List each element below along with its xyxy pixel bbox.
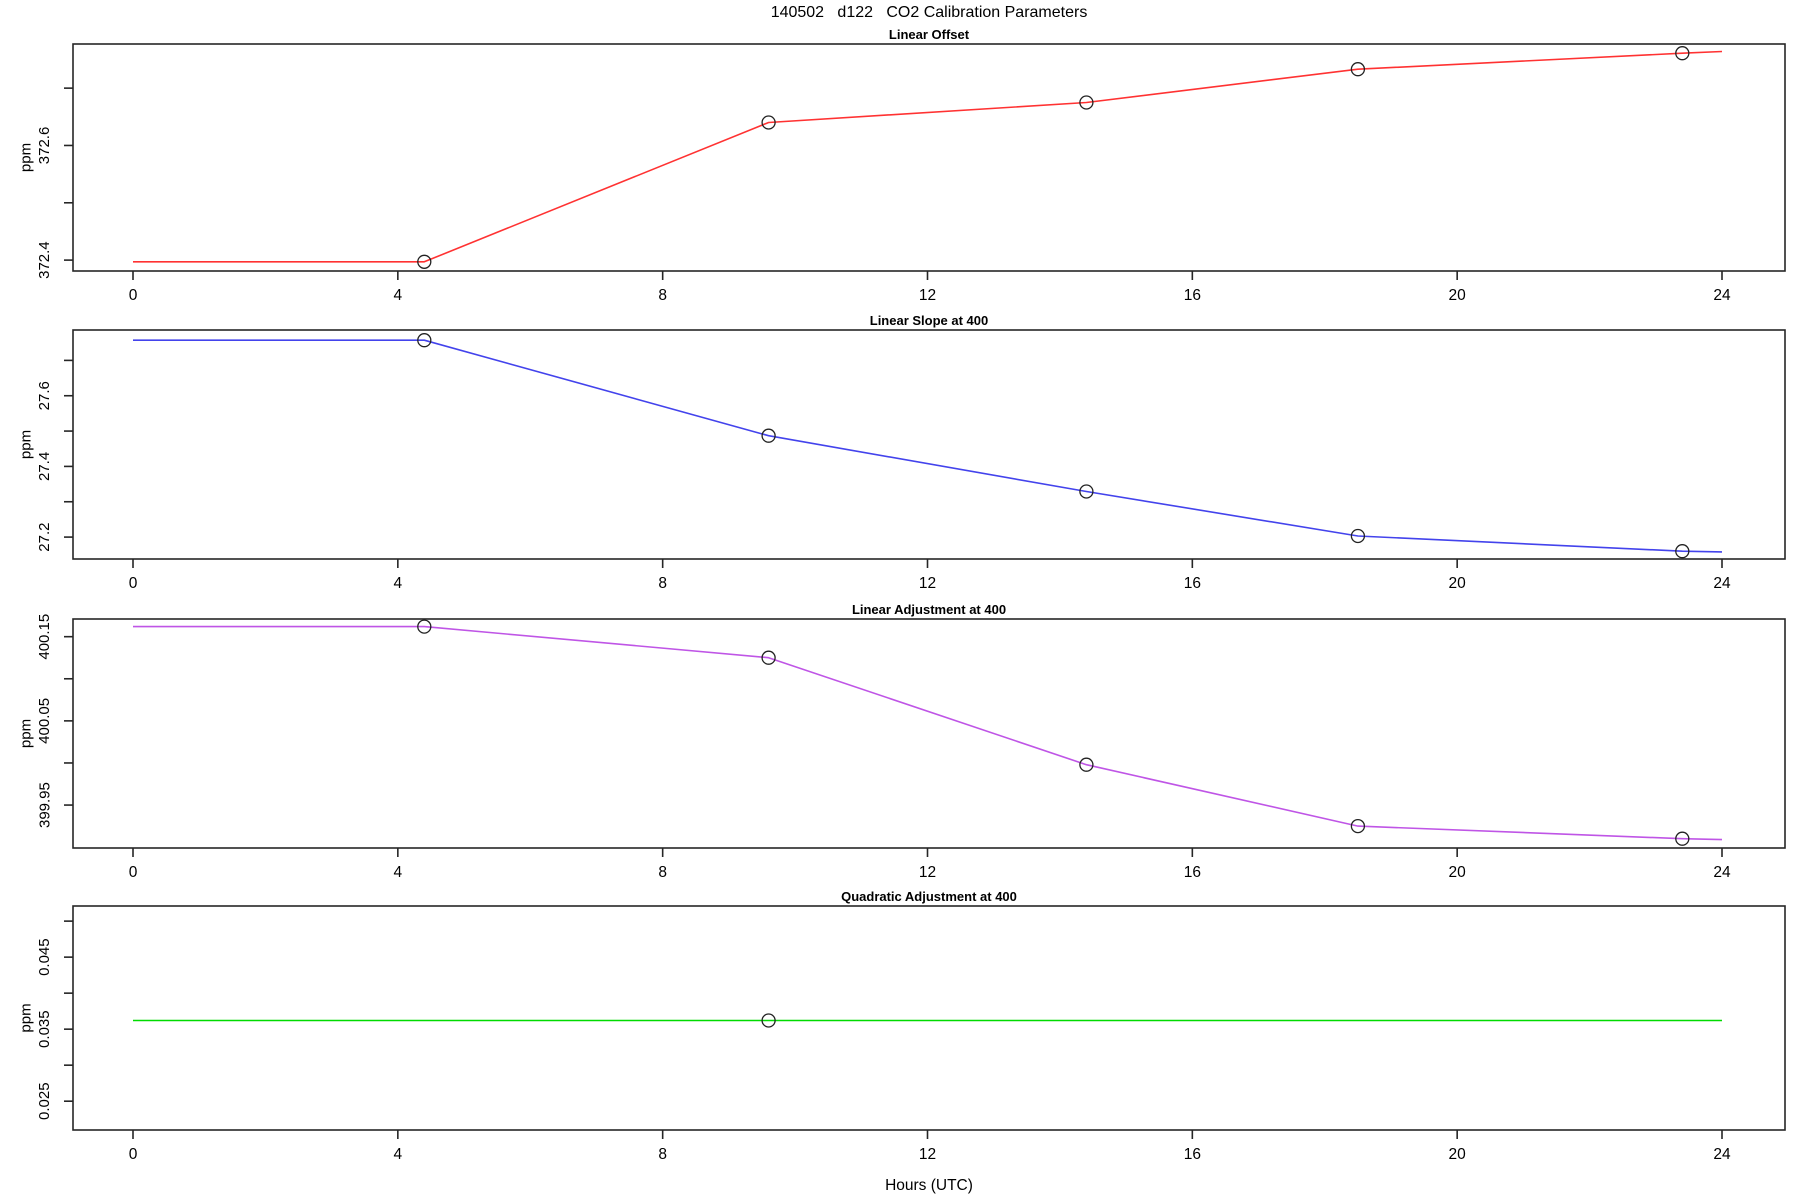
x-tick-label: 12 xyxy=(919,575,936,592)
x-tick-label: 24 xyxy=(1713,575,1731,592)
x-tick-label: 4 xyxy=(394,864,403,881)
chart-main-title: 140502 d122 CO2 Calibration Parameters xyxy=(770,4,1088,21)
x-axis-label: Hours (UTC) xyxy=(885,1177,973,1194)
data-point-marker xyxy=(1675,831,1690,846)
y-tick-label: 400.15 xyxy=(36,614,53,660)
panel-title-linear-slope: Linear Slope at 400 xyxy=(869,313,989,328)
series-line xyxy=(133,625,1723,841)
x-tick-label: 16 xyxy=(1184,864,1201,881)
panel-border xyxy=(72,618,1786,849)
y-tick-label: 0.035 xyxy=(36,1010,53,1048)
data-point-marker xyxy=(417,254,432,269)
x-tick-label: 0 xyxy=(129,287,138,304)
data-point-marker xyxy=(1350,818,1366,834)
x-tick-label: 8 xyxy=(658,287,667,304)
data-point-marker xyxy=(761,1013,776,1028)
y-tick-label: 372.4 xyxy=(36,241,53,279)
panel-title-quadratic-adjustment: Quadratic Adjustment at 400 xyxy=(841,889,1017,904)
data-point-marker xyxy=(761,115,776,130)
y-tick-label: 0.025 xyxy=(36,1082,53,1120)
y-axis-unit-label: ppm xyxy=(17,143,34,172)
x-tick-label: 4 xyxy=(394,1146,403,1163)
y-tick-label: 0.045 xyxy=(36,938,53,976)
y-tick-label: 27.2 xyxy=(36,522,53,551)
x-tick-label: 20 xyxy=(1449,1146,1467,1163)
data-point-marker xyxy=(761,428,776,443)
data-point-marker xyxy=(1350,62,1366,77)
y-axis-unit-label: ppm xyxy=(17,1003,34,1032)
panel-title-linear-adjustment: Linear Adjustment at 400 xyxy=(851,602,1007,617)
panel-3: 0.025 0.035 0.045 ppm 0 4 8 12 16 20 24 xyxy=(17,905,1786,1163)
panel-title-linear-offset: Linear Offset xyxy=(888,27,970,42)
y-tick-label: 372.6 xyxy=(36,127,53,165)
y-axis-unit-label: ppm xyxy=(17,719,34,748)
series-line xyxy=(133,339,1723,553)
x-tick-label: 8 xyxy=(658,575,667,592)
panel-border xyxy=(72,905,1786,1131)
x-tick-label: 4 xyxy=(394,287,403,304)
x-tick-label: 24 xyxy=(1713,1146,1731,1163)
x-tick-label: 16 xyxy=(1184,1146,1201,1163)
x-tick-label: 8 xyxy=(658,864,667,881)
y-tick-label: 400.05 xyxy=(36,698,53,744)
y-tick-label: 399.95 xyxy=(36,782,53,828)
panel-1: 27.2 27.4 27.6 ppm 0 4 8 12 16 20 24 xyxy=(17,329,1786,592)
x-tick-label: 24 xyxy=(1713,287,1731,304)
x-tick-label: 0 xyxy=(129,864,138,881)
x-tick-label: 20 xyxy=(1449,575,1467,592)
data-point-marker xyxy=(1079,484,1094,499)
x-tick-label: 0 xyxy=(129,1146,138,1163)
x-tick-label: 16 xyxy=(1184,575,1201,592)
panel-border xyxy=(72,43,1786,272)
data-point-marker xyxy=(1079,757,1094,772)
data-point-marker xyxy=(1675,46,1690,61)
data-point-marker xyxy=(1675,544,1690,559)
x-tick-label: 0 xyxy=(129,575,138,592)
data-point-marker xyxy=(1350,528,1366,544)
y-tick-label: 27.6 xyxy=(36,381,53,410)
x-tick-label: 12 xyxy=(919,1146,936,1163)
x-tick-label: 4 xyxy=(394,575,403,592)
data-point-marker xyxy=(417,619,432,634)
x-tick-label: 20 xyxy=(1449,287,1467,304)
data-point-marker xyxy=(417,333,432,348)
x-tick-label: 20 xyxy=(1449,864,1467,881)
panel-border xyxy=(72,329,1786,560)
x-tick-label: 12 xyxy=(919,864,936,881)
x-tick-label: 8 xyxy=(658,1146,667,1163)
y-axis-unit-label: ppm xyxy=(17,430,34,459)
y-tick-label: 27.4 xyxy=(36,452,53,481)
series-line xyxy=(133,50,1723,263)
panel-2: 399.95 400.05 400.15 ppm 0 4 8 12 16 20 24 xyxy=(17,614,1786,881)
x-tick-label: 12 xyxy=(919,287,936,304)
data-point-marker xyxy=(761,650,776,665)
x-tick-label: 24 xyxy=(1713,864,1731,881)
data-point-marker xyxy=(1079,95,1094,110)
x-tick-label: 16 xyxy=(1184,287,1201,304)
